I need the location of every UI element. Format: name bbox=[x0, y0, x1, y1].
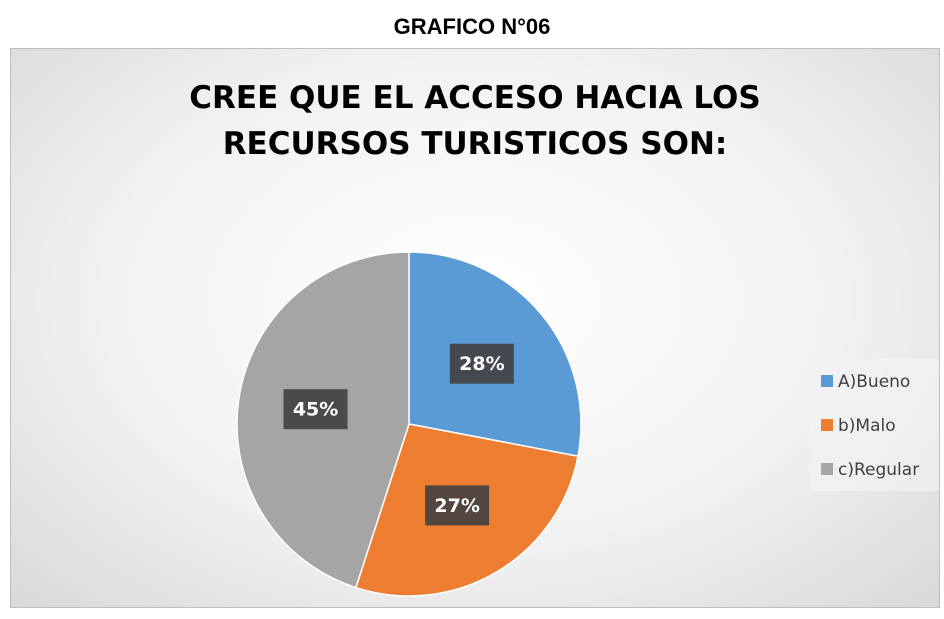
legend-label: c)Regular bbox=[838, 460, 919, 480]
data-label: 27% bbox=[434, 495, 479, 517]
legend-swatch bbox=[821, 419, 833, 431]
legend-swatch bbox=[821, 375, 833, 387]
label-box bbox=[425, 485, 490, 526]
chart-area: CREE QUE EL ACCESO HACIA LOS RECURSOS TU… bbox=[10, 48, 940, 608]
chart-title: CREE QUE EL ACCESO HACIA LOS RECURSOS TU… bbox=[189, 80, 761, 162]
label-box bbox=[283, 389, 348, 430]
legend-label: b)Malo bbox=[838, 416, 896, 436]
chart: 28% 27% 45% A)Bueno b)Malo c)Regular bbox=[236, 251, 939, 597]
label-box bbox=[449, 343, 514, 384]
data-label: 45% bbox=[293, 399, 338, 421]
header: GRAFICO N°06 bbox=[393, 14, 551, 39]
legend-label: A)Bueno bbox=[838, 372, 910, 392]
legend-swatch bbox=[821, 463, 833, 475]
data-label: 28% bbox=[459, 353, 504, 375]
